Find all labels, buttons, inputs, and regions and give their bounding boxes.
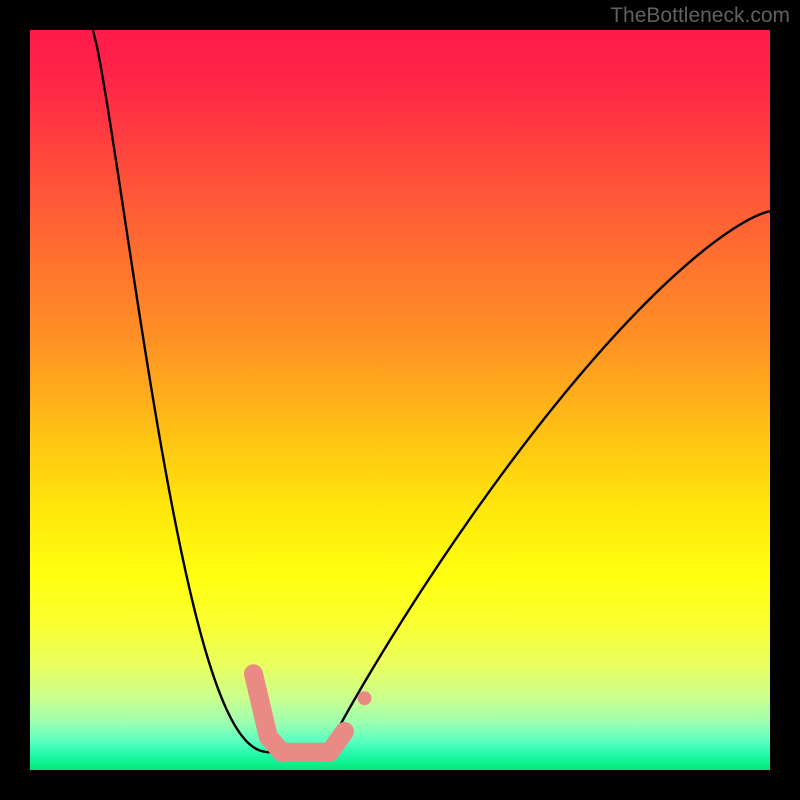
gradient-background: [30, 30, 770, 770]
marker-dot: [261, 730, 275, 744]
marker-dot: [338, 725, 352, 739]
marker-dot: [275, 745, 289, 759]
marker-dot: [297, 745, 311, 759]
chart-container: TheBottleneck.com: [0, 0, 800, 800]
marker-dot: [254, 700, 268, 714]
marker-dot: [357, 691, 371, 705]
marker-dot: [323, 745, 337, 759]
watermark-text: TheBottleneck.com: [610, 4, 790, 28]
marker-dot: [246, 667, 260, 681]
plot-svg: [30, 30, 770, 770]
plot-area: [30, 30, 770, 770]
